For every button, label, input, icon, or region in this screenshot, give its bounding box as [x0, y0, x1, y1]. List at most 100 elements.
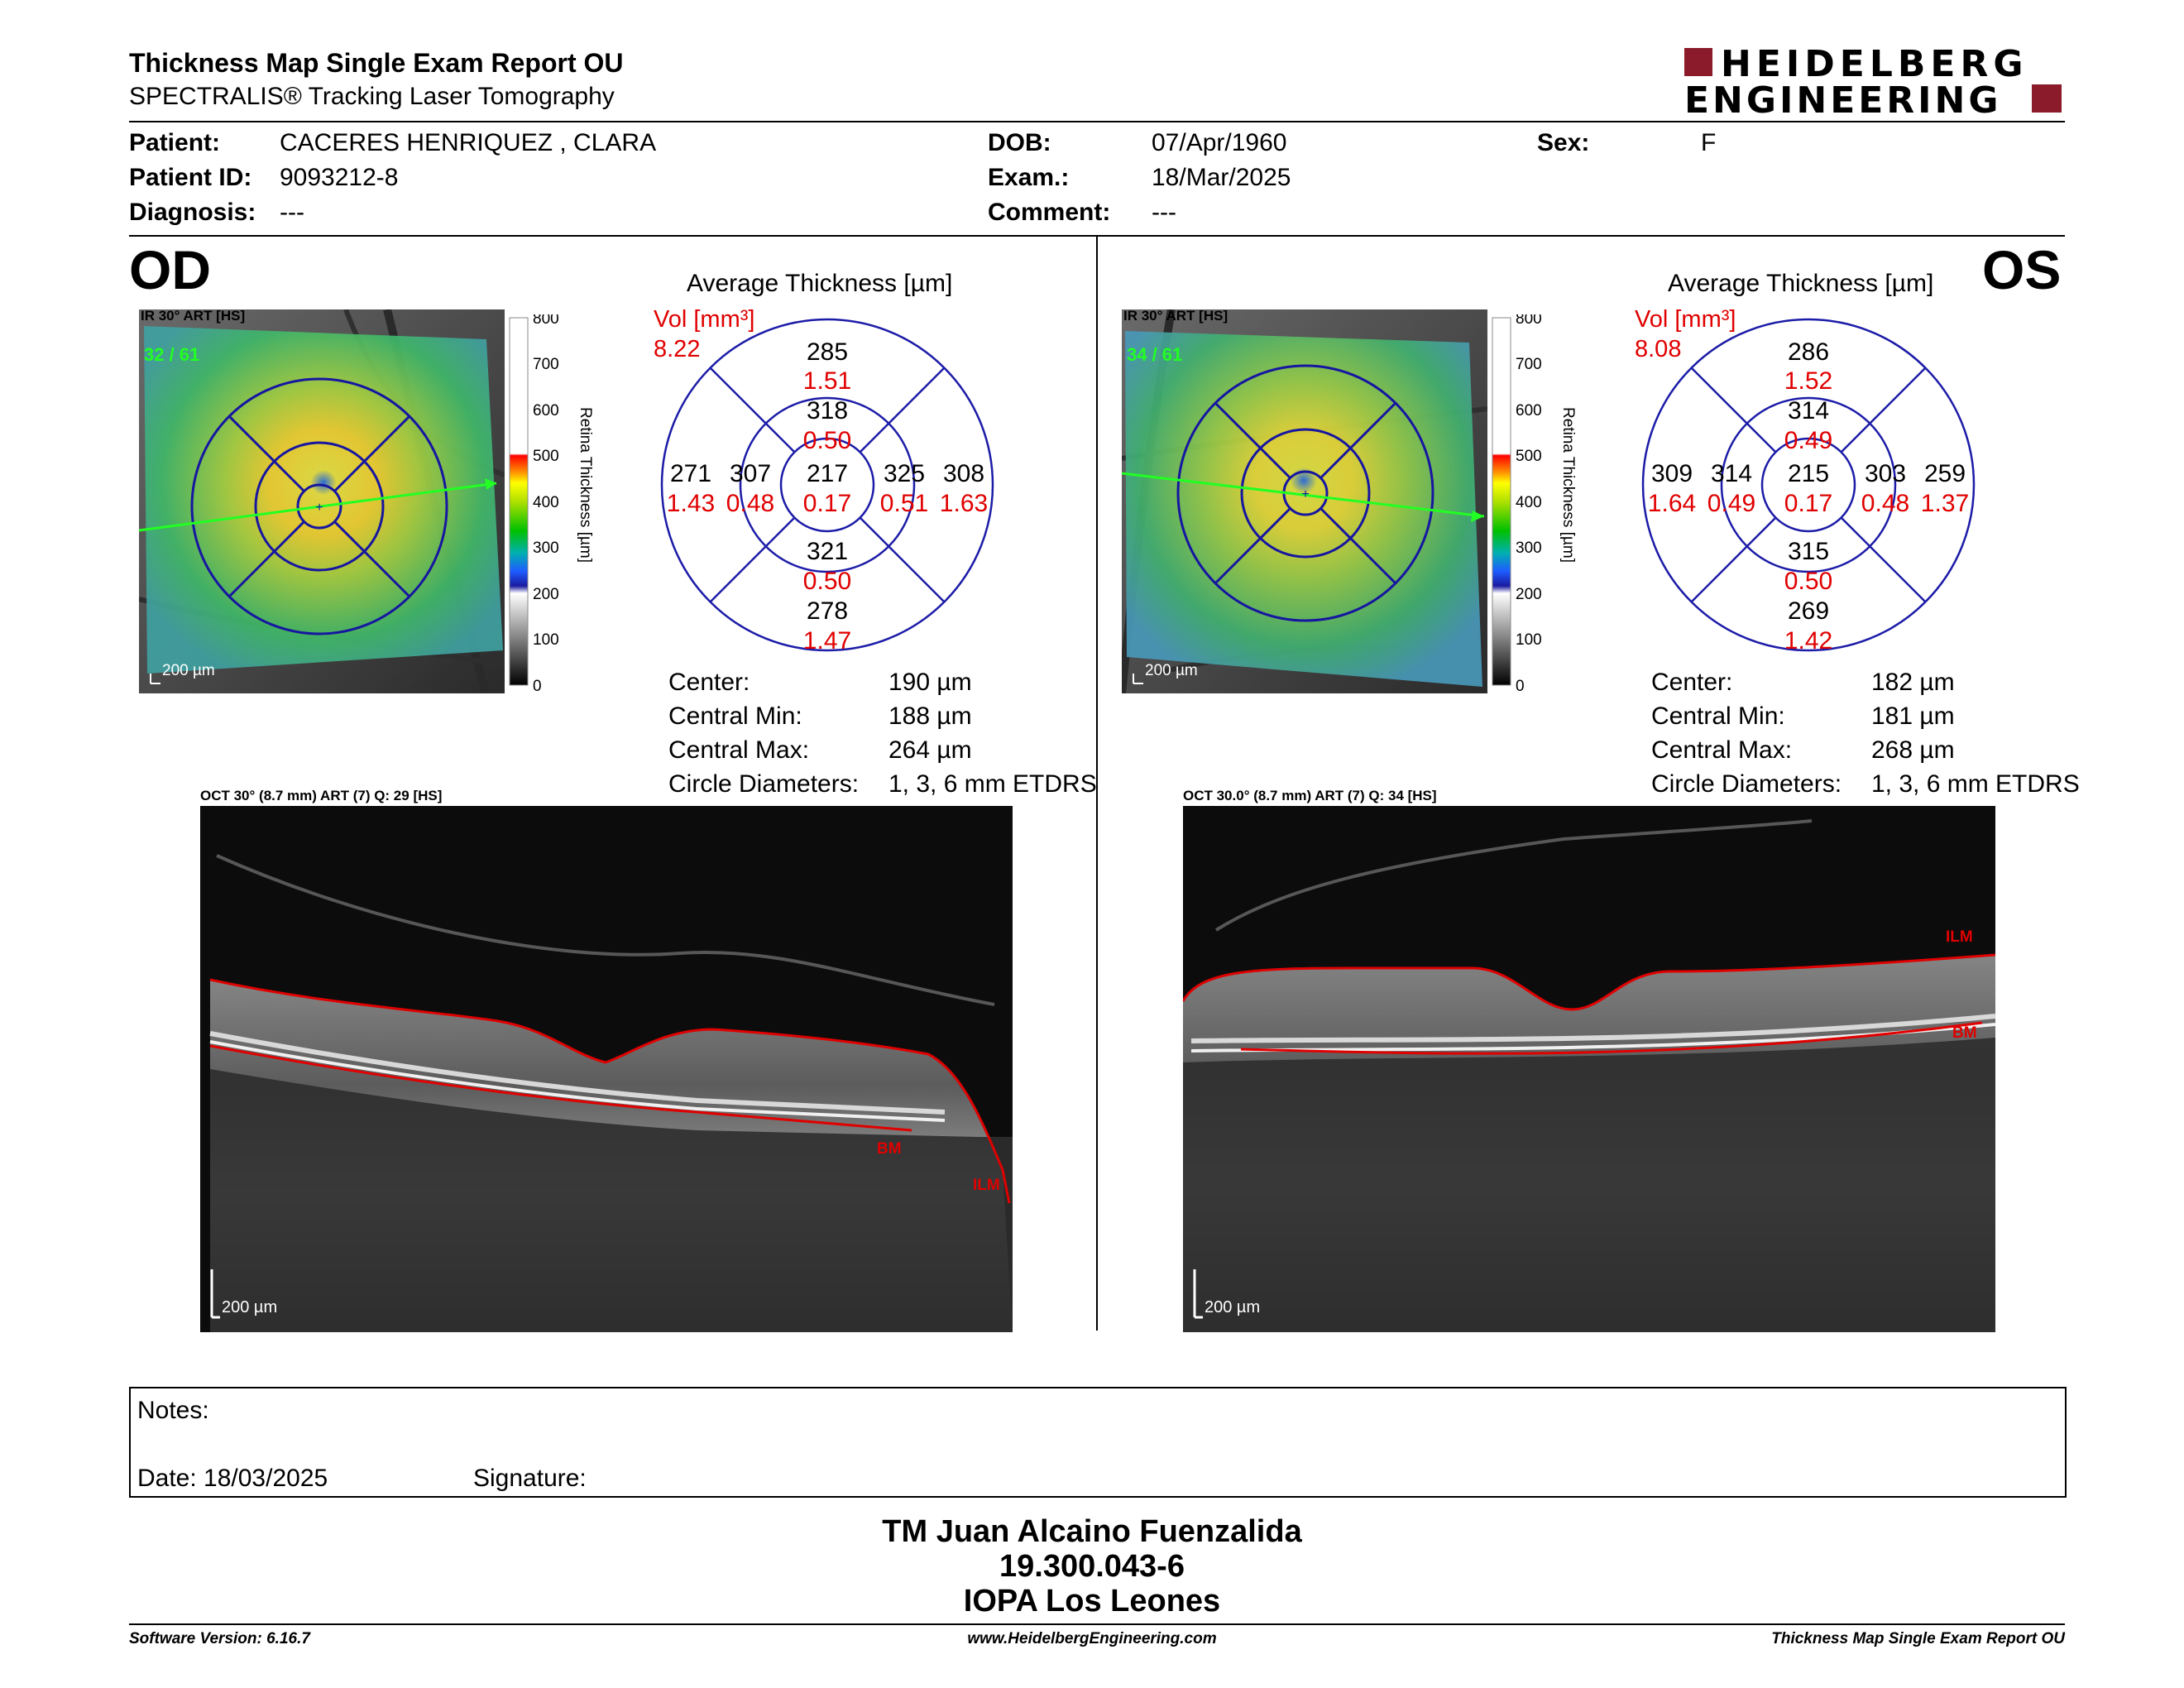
- os-outer-inf-thickness: 269: [1788, 597, 1829, 625]
- dob-label: DOB:: [988, 129, 1051, 156]
- os-inner-right-vol: 0.48: [1861, 490, 1909, 517]
- od-outer-inf-thickness: 278: [807, 597, 848, 625]
- os-ir-thickness-map[interactable]: + 34 / 61 200 µm: [1118, 309, 1488, 694]
- od-cbar-label: Retina Thickness [µm]: [577, 407, 594, 563]
- od-oct-bscan[interactable]: BM ILM 200 µm: [200, 806, 1013, 1332]
- od-inner-right-vol: 0.51: [880, 490, 928, 517]
- os-inner-right-thickness: 303: [1865, 460, 1906, 487]
- os-outer-left-thickness: 309: [1651, 460, 1693, 487]
- od-stat-center-label: Center:: [668, 669, 750, 696]
- os-oct-bscan[interactable]: ILM BM 200 µm: [1181, 806, 1996, 1332]
- logo-square-bottom: [2032, 84, 2062, 113]
- website-link[interactable]: www.HeidelbergEngineering.com: [967, 1630, 1217, 1647]
- os-inner-sup-vol: 0.49: [1784, 427, 1832, 454]
- comment-label: Comment:: [988, 199, 1111, 226]
- od-inner-sup-vol: 0.50: [803, 427, 851, 454]
- os-cbar-tick-300: 300: [1516, 539, 1542, 557]
- logo-line1: HEIDELBERG: [1721, 43, 2028, 85]
- od-inner-sup-thickness: 318: [807, 397, 848, 424]
- signer-org: IOPA Los Leones: [963, 1584, 1221, 1618]
- od-ir-label: IR 30° ART [HS]: [141, 308, 246, 324]
- od-cbar-tick-800: 800: [533, 314, 559, 328]
- od-ir-thickness-map[interactable]: + 32 / 61 200 µm: [138, 308, 506, 695]
- od-outer-inf-vol: 1.47: [803, 627, 851, 655]
- os-cbar-tick-500: 500: [1516, 448, 1542, 465]
- os-cbar-tick-100: 100: [1516, 631, 1542, 649]
- od-oct-scale: 200 µm: [222, 1298, 277, 1316]
- os-etdrs-panel: Average Thickness [µm] Vol [mm³] 8.08 28…: [1626, 270, 1990, 659]
- exam-label: Exam.:: [988, 164, 1070, 191]
- signer-id: 19.300.043-6: [999, 1549, 1185, 1584]
- od-ir-overlay: 32 / 61: [144, 344, 199, 365]
- od-cbar-tick-200: 200: [533, 586, 559, 603]
- od-bm-label: BM: [877, 1140, 902, 1158]
- od-stat-max-value: 264 µm: [888, 736, 972, 764]
- patient-divider: [129, 235, 2065, 237]
- patient-id-value: 9093212-8: [280, 164, 399, 191]
- logo-square-top: [1684, 48, 1712, 76]
- os-cbar-tick-800: 800: [1516, 314, 1542, 328]
- header-divider: [129, 121, 2065, 122]
- os-avg-title: Average Thickness [µm]: [1668, 270, 1934, 297]
- os-cbar-tick-200: 200: [1516, 586, 1542, 603]
- os-ir-label: IR 30° ART [HS]: [1123, 308, 1228, 324]
- os-stat-max-label: Central Max:: [1651, 736, 1793, 764]
- notes-box[interactable]: Notes: Date: 18/03/2025 Signature:: [129, 1387, 2067, 1498]
- patient-label: Patient:: [129, 129, 221, 156]
- signature-label: Signature:: [473, 1465, 587, 1492]
- od-outer-right-vol: 1.63: [940, 490, 988, 517]
- signer-name: TM Juan Alcaino Fuenzalida: [882, 1514, 1302, 1549]
- od-inner-inf-thickness: 321: [807, 538, 848, 565]
- os-stat-diam-label: Circle Diameters:: [1651, 770, 1842, 798]
- os-cbar-tick-0: 0: [1516, 678, 1525, 692]
- os-ir-overlay: 34 / 61: [1127, 344, 1182, 365]
- os-ir-scale: 200 µm: [1145, 662, 1198, 679]
- od-outer-left-thickness: 271: [670, 460, 711, 487]
- os-stat-min-value: 181 µm: [1871, 703, 1955, 730]
- od-vol-total: 8.22: [654, 336, 701, 362]
- od-stat-diam-label: Circle Diameters:: [668, 770, 860, 798]
- footer-divider: [129, 1623, 2065, 1625]
- od-inner-left-thickness: 307: [730, 460, 771, 487]
- od-ilm-label: ILM: [973, 1177, 1000, 1194]
- od-stat-diam-value: 1, 3, 6 mm ETDRS: [888, 770, 1097, 798]
- os-outer-right-thickness: 259: [1924, 460, 1966, 487]
- heidelberg-logo: HEIDELBERG ENGINEERING: [1684, 43, 2065, 122]
- od-colorbar: 800 700 600 500 400 300 200 100 0 Retina…: [508, 310, 607, 695]
- os-bm-label: BM: [1952, 1024, 1977, 1042]
- od-inner-left-vol: 0.48: [726, 490, 774, 517]
- os-inner-left-thickness: 314: [1711, 460, 1752, 487]
- svg-text:+: +: [315, 501, 323, 515]
- od-avg-title: Average Thickness [µm]: [687, 270, 953, 297]
- od-inner-inf-vol: 0.50: [803, 568, 851, 595]
- od-stat-min-value: 188 µm: [888, 703, 972, 730]
- dob-value: 07/Apr/1960: [1152, 129, 1287, 156]
- os-vol-label: Vol [mm³]: [1635, 306, 1736, 333]
- od-etdrs-panel: Average Thickness [µm] Vol [mm³] 8.22 28…: [645, 270, 1009, 659]
- exam-value: 18/Mar/2025: [1152, 164, 1291, 191]
- software-version: Software Version: 6.16.7: [129, 1630, 310, 1647]
- od-ir-scale: 200 µm: [162, 662, 215, 679]
- os-oct-scale: 200 µm: [1205, 1298, 1260, 1316]
- svg-text:+: +: [1301, 487, 1309, 501]
- os-stat-center-label: Center:: [1651, 669, 1733, 696]
- os-center-vol: 0.17: [1784, 490, 1832, 517]
- os-inner-inf-thickness: 315: [1788, 538, 1829, 565]
- od-cbar-tick-400: 400: [533, 494, 559, 511]
- patient-id-label: Patient ID:: [129, 164, 252, 191]
- od-center-vol: 0.17: [803, 490, 851, 517]
- os-cbar-tick-600: 600: [1516, 402, 1542, 420]
- od-vol-label: Vol [mm³]: [654, 306, 755, 333]
- os-stat-min-label: Central Min:: [1651, 703, 1785, 730]
- os-outer-sup-vol: 1.52: [1784, 367, 1832, 395]
- od-outer-sup-vol: 1.51: [803, 367, 851, 395]
- patient-name: CACERES HENRIQUEZ , CLARA: [280, 129, 657, 156]
- os-oct-label: OCT 30.0° (8.7 mm) ART (7) Q: 34 [HS]: [1183, 788, 1437, 803]
- od-oct-label: OCT 30° (8.7 mm) ART (7) Q: 29 [HS]: [200, 788, 443, 803]
- os-outer-sup-thickness: 286: [1788, 338, 1829, 366]
- sex-label: Sex:: [1537, 129, 1590, 156]
- sex-value: F: [1701, 129, 1717, 156]
- od-cbar-tick-100: 100: [533, 631, 559, 649]
- od-cbar-tick-600: 600: [533, 402, 559, 420]
- od-center-thickness: 217: [807, 460, 848, 487]
